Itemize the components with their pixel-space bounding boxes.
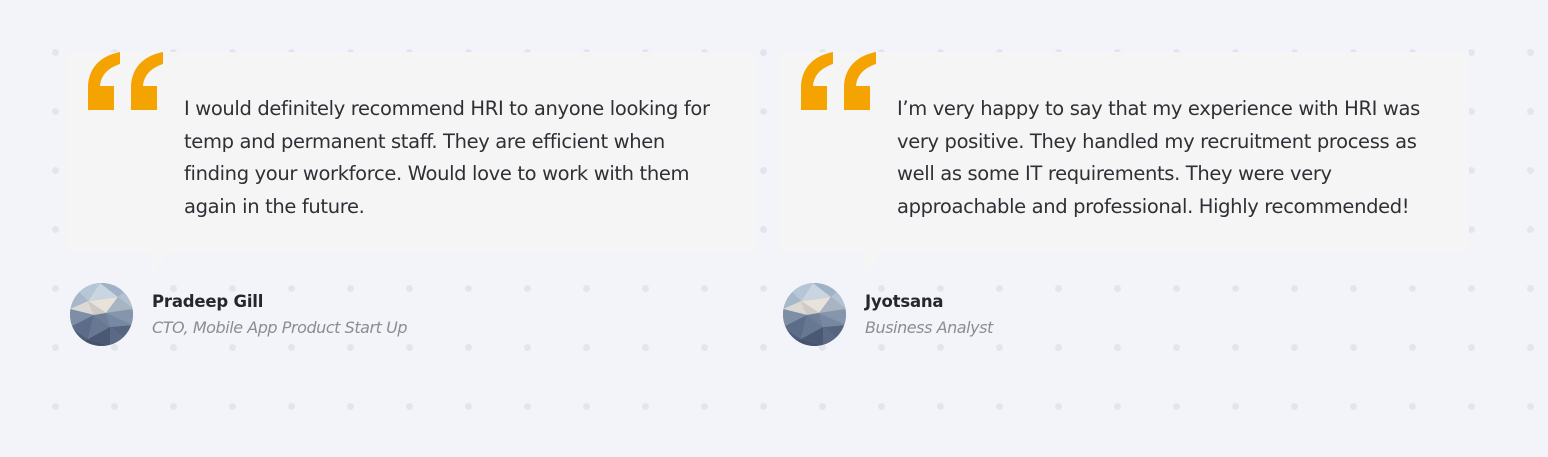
author-role: Business Analyst bbox=[865, 318, 993, 337]
quote-icon bbox=[88, 52, 163, 110]
author-name: Pradeep Gill bbox=[152, 292, 264, 311]
author-name: Jyotsana bbox=[865, 292, 944, 311]
testimonial-bubble bbox=[779, 52, 1469, 252]
testimonial-quote: I’m very happy to say that my experience… bbox=[897, 97, 1420, 218]
testimonial-card: I would definitely recommend HRI to anyo… bbox=[66, 52, 756, 346]
avatar bbox=[70, 283, 133, 346]
testimonial-card: I’m very happy to say that my experience… bbox=[779, 52, 1469, 346]
testimonial-bubble bbox=[66, 52, 756, 252]
quote-icon bbox=[801, 52, 876, 110]
testimonial-quote: I would definitely recommend HRI to anyo… bbox=[184, 97, 710, 218]
author-role: CTO, Mobile App Product Start Up bbox=[152, 318, 408, 337]
bubble-tail bbox=[865, 252, 883, 274]
bubble-tail bbox=[152, 252, 170, 274]
avatar bbox=[783, 283, 846, 346]
